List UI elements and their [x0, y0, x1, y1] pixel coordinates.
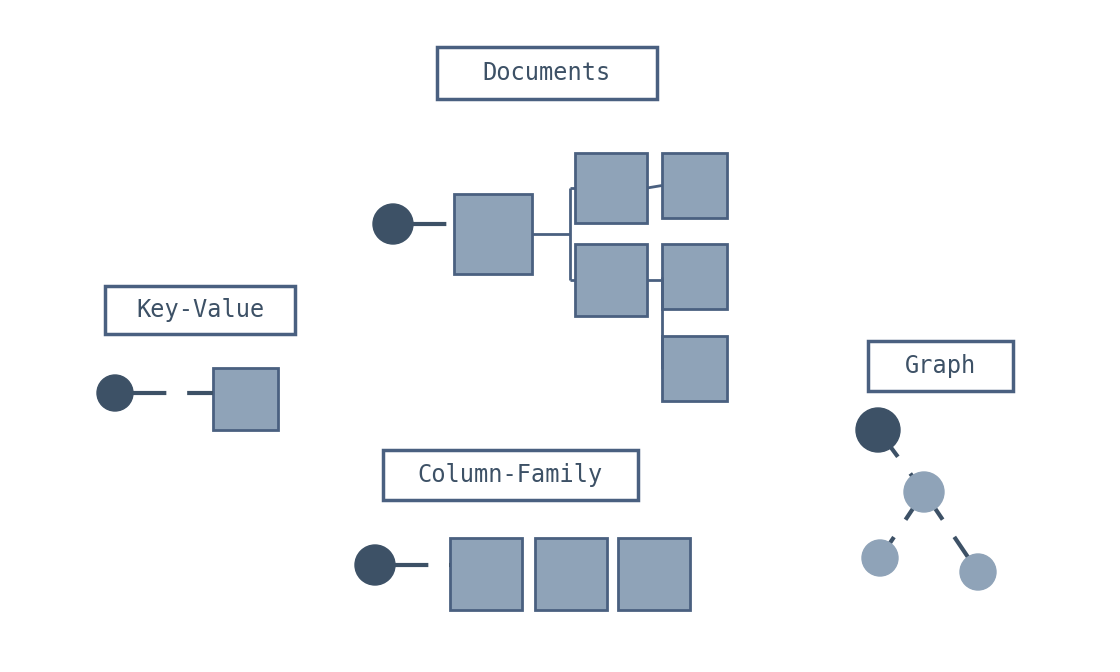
Bar — [618, 538, 690, 610]
Bar — [662, 336, 727, 401]
Circle shape — [97, 375, 133, 411]
Bar — [662, 244, 727, 309]
Circle shape — [856, 408, 900, 452]
Text: Documents: Documents — [483, 61, 612, 85]
Bar — [535, 538, 607, 610]
Circle shape — [904, 472, 944, 512]
FancyBboxPatch shape — [868, 341, 1012, 391]
Circle shape — [373, 204, 413, 244]
Bar — [575, 153, 647, 223]
Circle shape — [355, 545, 395, 585]
Bar — [575, 244, 647, 316]
Circle shape — [960, 554, 996, 590]
Text: Key-Value: Key-Value — [136, 298, 264, 322]
FancyBboxPatch shape — [105, 286, 295, 334]
Bar — [454, 194, 532, 274]
FancyBboxPatch shape — [383, 450, 637, 500]
FancyBboxPatch shape — [437, 47, 657, 99]
Bar — [662, 153, 727, 218]
Bar — [213, 368, 278, 430]
Text: Graph: Graph — [904, 354, 976, 378]
Text: Column-Family: Column-Family — [418, 463, 603, 487]
Circle shape — [862, 540, 898, 576]
Bar — [450, 538, 522, 610]
